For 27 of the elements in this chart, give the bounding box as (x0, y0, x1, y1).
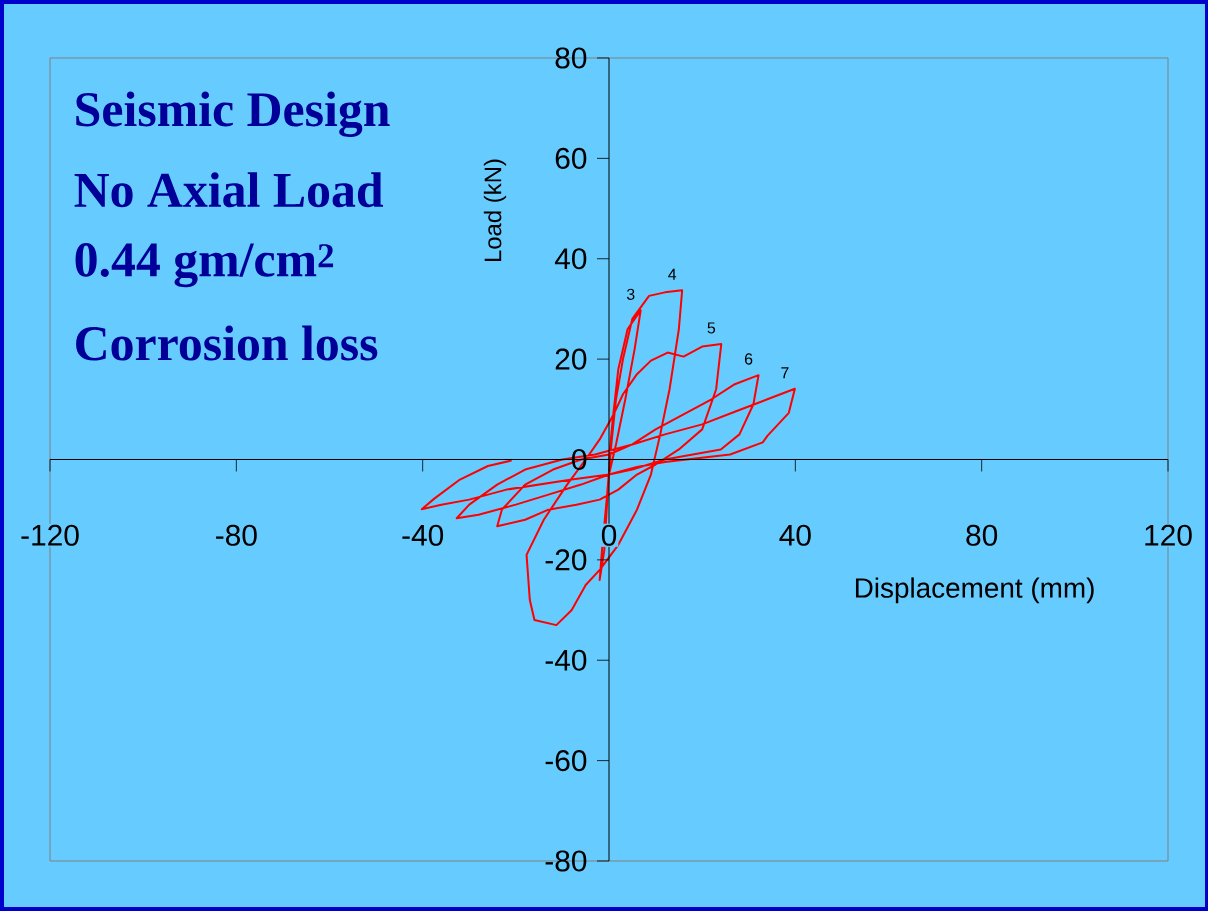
annotation: 6 (744, 353, 753, 365)
y-tick-label: 80 (555, 47, 587, 69)
text: No Axial Load (74, 172, 384, 208)
x-tick-label: -40 (402, 524, 444, 546)
x-tick-label: 0 (601, 524, 617, 546)
x-tick-label: -80 (216, 524, 257, 546)
x-axis-title: Displacement (mm) (855, 577, 1094, 604)
y-tick-label: -60 (545, 750, 587, 772)
annotation: 7 (781, 367, 789, 379)
text: Seismic Design (76, 91, 390, 137)
annotation: 4 (668, 268, 677, 280)
annotation: 5 (707, 322, 716, 334)
y-tick-label: 0 (572, 448, 587, 471)
x-tick-label: 40 (779, 524, 811, 546)
y-tick-label: -40 (545, 649, 587, 671)
annotation: 3 (626, 288, 635, 300)
y-axis-title: Load (kN) (483, 159, 507, 262)
annotation: Corrosion loss (76, 325, 378, 361)
y-tick-label: -80 (545, 850, 587, 872)
y-tick-label: 60 (555, 147, 587, 169)
x-tick-label: 120 (1145, 524, 1192, 546)
x-tick-label: -120 (21, 524, 79, 546)
y-tick-label: 40 (554, 248, 587, 270)
y-tick-label: -20 (545, 549, 587, 571)
x-tick-label: 80 (966, 524, 998, 546)
y-tick-label: 20 (555, 348, 587, 370)
annotation: 0.44 gm/cm$^{2}$ (75, 243, 334, 288)
